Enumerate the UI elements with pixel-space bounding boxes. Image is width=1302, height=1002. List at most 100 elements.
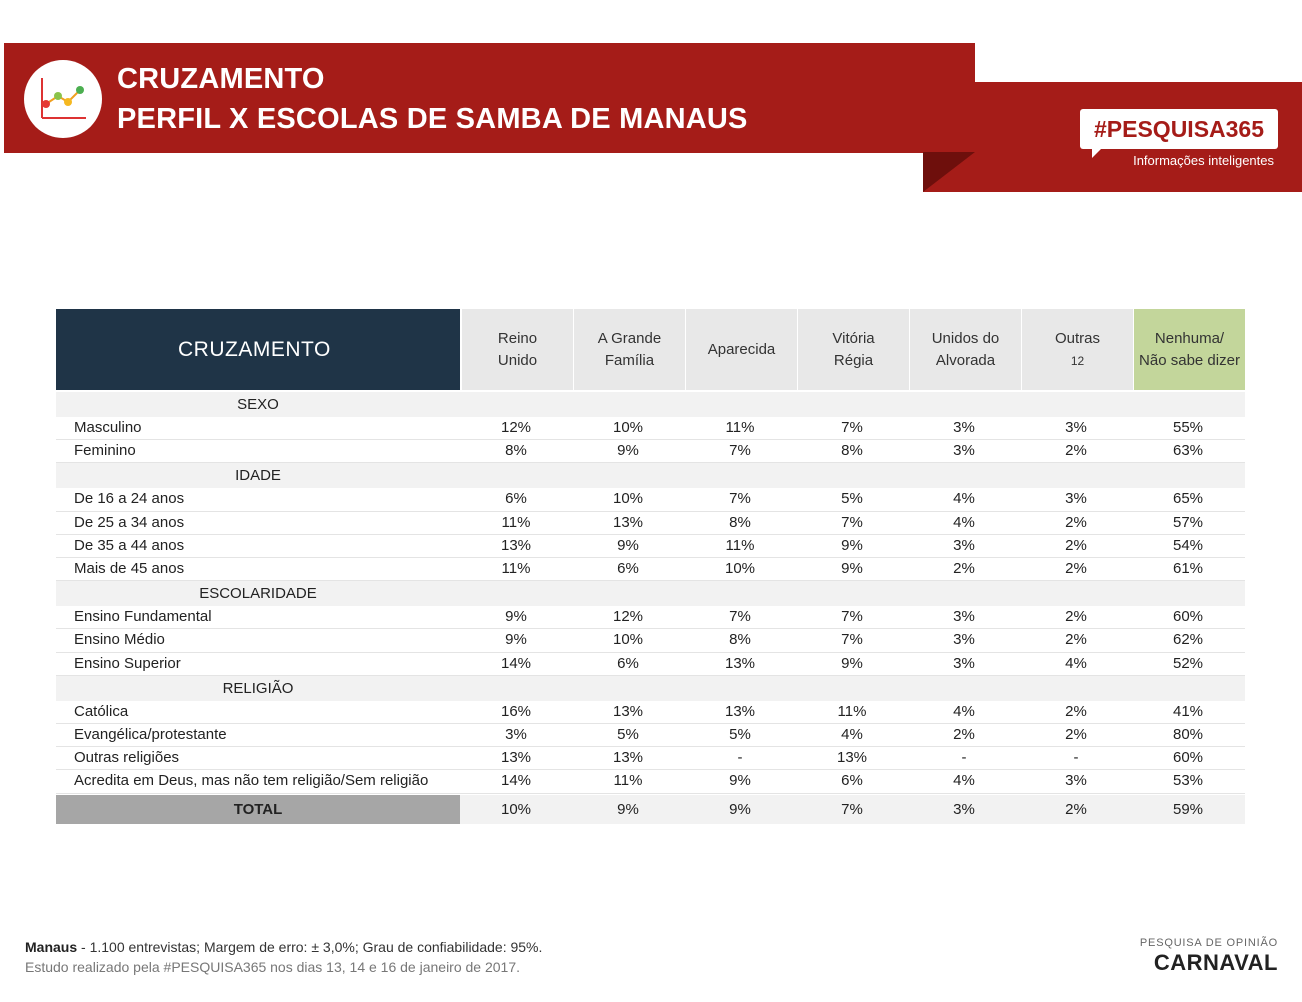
line-chart-icon: [41, 78, 86, 119]
row-label: Ensino Médio: [74, 631, 165, 649]
value-cell: 11%: [837, 702, 867, 720]
header-banner: [4, 43, 975, 153]
value-cell: 2%: [953, 726, 975, 743]
methodology-details: - 1.100 entrevistas; Margem de erro: ± 3…: [77, 939, 543, 955]
value-cell: 13%: [500, 536, 532, 554]
brand-name: #PESQUISA365: [1093, 116, 1265, 142]
value-cell: 16%: [500, 702, 532, 720]
table-row: Outras religiões 13% 13% - 13% - - 60%: [56, 747, 1245, 771]
value-cell: 4%: [953, 702, 975, 720]
value-cell: 11%: [613, 772, 643, 790]
value-cell: 2%: [1065, 513, 1087, 531]
value-cell: 7%: [841, 419, 863, 436]
value-cell: 3%: [953, 800, 975, 818]
value-cell: 10%: [612, 419, 644, 436]
table-title-cell: CRUZAMENTO: [56, 309, 460, 390]
section-label: RELIGIÃO: [222, 679, 294, 697]
value-cell: 9%: [617, 536, 639, 554]
row-label: Acredita em Deus, mas não tem religião/S…: [74, 772, 429, 790]
value-cell: 3%: [953, 631, 975, 649]
page-title: CRUZAMENTO: [117, 63, 325, 95]
value-cell: 6%: [505, 490, 527, 508]
value-cell: 8%: [729, 513, 751, 531]
value-cell: 7%: [841, 800, 863, 818]
value-cell: 3%: [953, 419, 975, 436]
value-cell: -: [1073, 749, 1079, 767]
section-label: IDADE: [235, 467, 281, 485]
value-cell: 9%: [505, 631, 527, 649]
value-cell: 4%: [953, 513, 975, 531]
value-cell: 9%: [729, 800, 751, 818]
value-cell: 2%: [953, 560, 975, 577]
value-cell: 10%: [500, 800, 532, 818]
value-cell: 9%: [841, 536, 863, 554]
table-row: De 16 a 24 anos 6% 10% 7% 5% 4% 3% 65%: [56, 488, 1245, 512]
value-cell: 9%: [617, 800, 639, 818]
value-cell: 12%: [500, 419, 532, 436]
value-cell: 3%: [953, 654, 975, 672]
methodology-line-1: Manaus - 1.100 entrevistas; Margem de er…: [25, 939, 542, 955]
value-cell: 13%: [612, 513, 644, 531]
logo-badge: [24, 60, 102, 138]
value-cell: 14%: [500, 772, 532, 790]
row-label: Feminino: [74, 442, 136, 460]
section-row: RELIGIÃO: [56, 675, 1245, 701]
column-header: Reino Unido: [462, 309, 573, 390]
value-cell: 5%: [729, 726, 751, 743]
value-cell: 7%: [729, 442, 751, 460]
value-cell: 12%: [612, 608, 644, 626]
value-cell: 6%: [841, 772, 863, 790]
brand-bubble-tail: [1092, 148, 1102, 158]
value-cell: 2%: [1065, 536, 1087, 554]
value-cell: 3%: [953, 442, 975, 460]
value-cell: 7%: [841, 631, 863, 649]
value-cell: 60%: [1172, 749, 1204, 767]
value-cell: 7%: [841, 513, 863, 531]
section-row: IDADE: [56, 463, 1245, 489]
value-cell: 2%: [1065, 631, 1087, 649]
value-cell: 11%: [501, 560, 531, 577]
page-subtitle: PERFIL X ESCOLAS DE SAMBA DE MANAUS: [117, 103, 748, 135]
value-cell: 65%: [1172, 490, 1204, 508]
value-cell: 41%: [1172, 702, 1204, 720]
value-cell: 62%: [1172, 631, 1204, 649]
value-cell: -: [961, 749, 967, 767]
value-cell: 10%: [612, 631, 644, 649]
row-label: Masculino: [74, 419, 142, 436]
value-cell: 8%: [841, 442, 863, 460]
row-label: De 25 a 34 anos: [74, 513, 185, 531]
value-cell: 57%: [1172, 513, 1204, 531]
table-row: Ensino Médio 9% 10% 8% 7% 3% 2% 62%: [56, 629, 1245, 653]
value-cell: 8%: [729, 631, 751, 649]
value-cell: 5%: [841, 490, 863, 508]
value-cell: 6%: [617, 560, 639, 577]
value-cell: 10%: [724, 560, 756, 577]
value-cell: 11%: [501, 513, 531, 531]
value-cell: 9%: [505, 608, 527, 626]
methodology-line-2: Estudo realizado pela #PESQUISA365 nos d…: [25, 959, 521, 975]
value-cell: 2%: [1065, 608, 1087, 626]
value-cell: 53%: [1172, 772, 1204, 790]
value-cell: 2%: [1065, 702, 1087, 720]
table-row: Feminino 8% 9% 7% 8% 3% 2% 63%: [56, 440, 1245, 464]
value-cell: 3%: [1065, 490, 1087, 508]
value-cell: 9%: [729, 772, 751, 790]
brand-tagline: Informações inteligentes: [1133, 153, 1274, 168]
value-cell: 2%: [1065, 800, 1087, 818]
value-cell: 5%: [617, 726, 639, 743]
value-cell: 13%: [612, 702, 644, 720]
value-cell: 3%: [953, 608, 975, 626]
value-cell: 9%: [841, 654, 863, 672]
section-label: SEXO: [237, 396, 279, 413]
table-row: Masculino 12% 10% 11% 7% 3% 3% 55%: [56, 417, 1245, 441]
row-label: Outras religiões: [74, 749, 180, 767]
value-cell: 80%: [1172, 726, 1204, 743]
table-header-row: CRUZAMENTO Reino Unido A Grande Família Apar…: [56, 309, 1245, 390]
value-cell: 55%: [1172, 419, 1204, 436]
value-cell: -: [737, 749, 743, 767]
row-label: Ensino Fundamental: [74, 608, 212, 626]
value-cell: 13%: [724, 654, 756, 672]
value-cell: 7%: [729, 608, 751, 626]
table-row: Ensino Superior 14% 6% 13% 9% 3% 4% 52%: [56, 653, 1245, 676]
value-cell: 10%: [612, 490, 644, 508]
